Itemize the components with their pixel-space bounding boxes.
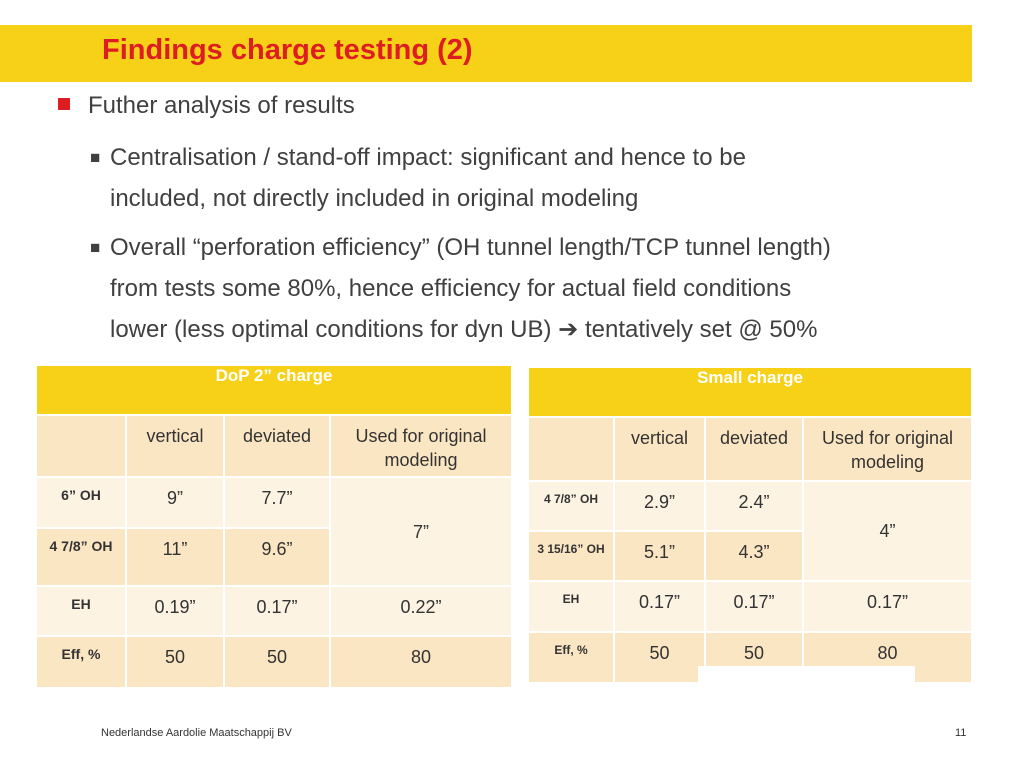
small-charge-table: Small charge vertical deviated Used for … — [527, 366, 973, 684]
cell-vertical: 50 — [615, 633, 704, 682]
row-label: 3 15/16” OH — [529, 532, 613, 580]
sub-bullet-2: ■ Overall “perforation efficiency” (OH t… — [90, 227, 980, 350]
row-label: EH — [37, 587, 125, 635]
cell-vertical: 0.19” — [127, 587, 223, 635]
cell-deviated: 9.6” — [225, 529, 329, 585]
dop-charge-table: DoP 2” charge vertical deviated Used for… — [35, 364, 513, 689]
row-label: Eff, % — [37, 637, 125, 687]
red-square-bullet-icon — [58, 98, 70, 110]
cell-original: 0.22” — [331, 587, 511, 635]
sub-bullet-1: ■ Centralisation / stand-off impact: sig… — [90, 137, 980, 219]
row-label: EH — [529, 582, 613, 631]
footer-company: Nederlandse Aardolie Maatschappij BV — [101, 727, 292, 739]
column-header-original: Used for original modeling — [804, 418, 971, 480]
cell-deviated: 0.17” — [706, 582, 802, 631]
row-label: 6” OH — [37, 478, 125, 527]
cell-deviated: 50 — [225, 637, 329, 687]
cell-original-merged: 7” — [331, 478, 511, 585]
title-bar — [0, 25, 972, 82]
cell-vertical: 50 — [127, 637, 223, 687]
header-cell-empty — [529, 418, 613, 480]
column-header-original: Used for original modeling — [331, 416, 511, 476]
cell-original-merged: 4” — [804, 482, 971, 580]
sub-bullet-1-text: Centralisation / stand-off impact: signi… — [110, 144, 746, 212]
column-header-deviated: deviated — [706, 418, 802, 480]
cell-deviated: 2.4” — [706, 482, 802, 530]
slide-title: Findings charge testing (2) — [102, 34, 473, 66]
cell-vertical: 11” — [127, 529, 223, 585]
page-number: 11 — [955, 727, 967, 739]
cell-deviated: 7.7” — [225, 478, 329, 527]
cell-deviated: 0.17” — [225, 587, 329, 635]
square-bullet-icon: ■ — [90, 148, 101, 167]
cell-vertical: 0.17” — [615, 582, 704, 631]
cell-vertical: 5.1” — [615, 532, 704, 580]
white-overlay — [698, 666, 915, 691]
header-cell-empty — [37, 416, 125, 476]
cell-original: 80 — [331, 637, 511, 687]
sub-bullet-2-text: Overall “perforation efficiency” (OH tun… — [110, 234, 831, 343]
row-label: 4 7/8” OH — [529, 482, 613, 530]
bullet-level1: Futher analysis of results — [58, 92, 355, 120]
column-header-vertical: vertical — [615, 418, 704, 480]
cell-deviated: 4.3” — [706, 532, 802, 580]
cell-vertical: 2.9” — [615, 482, 704, 530]
column-header-vertical: vertical — [127, 416, 223, 476]
bullet-level1-text: Futher analysis of results — [88, 92, 355, 119]
cell-vertical: 9” — [127, 478, 223, 527]
column-header-deviated: deviated — [225, 416, 329, 476]
cell-original: 0.17” — [804, 582, 971, 631]
table-heading: Small charge — [529, 368, 971, 416]
square-bullet-icon: ■ — [90, 238, 101, 257]
row-label: 4 7/8” OH — [37, 529, 125, 585]
table-heading: DoP 2” charge — [37, 366, 511, 414]
row-label: Eff, % — [529, 633, 613, 682]
